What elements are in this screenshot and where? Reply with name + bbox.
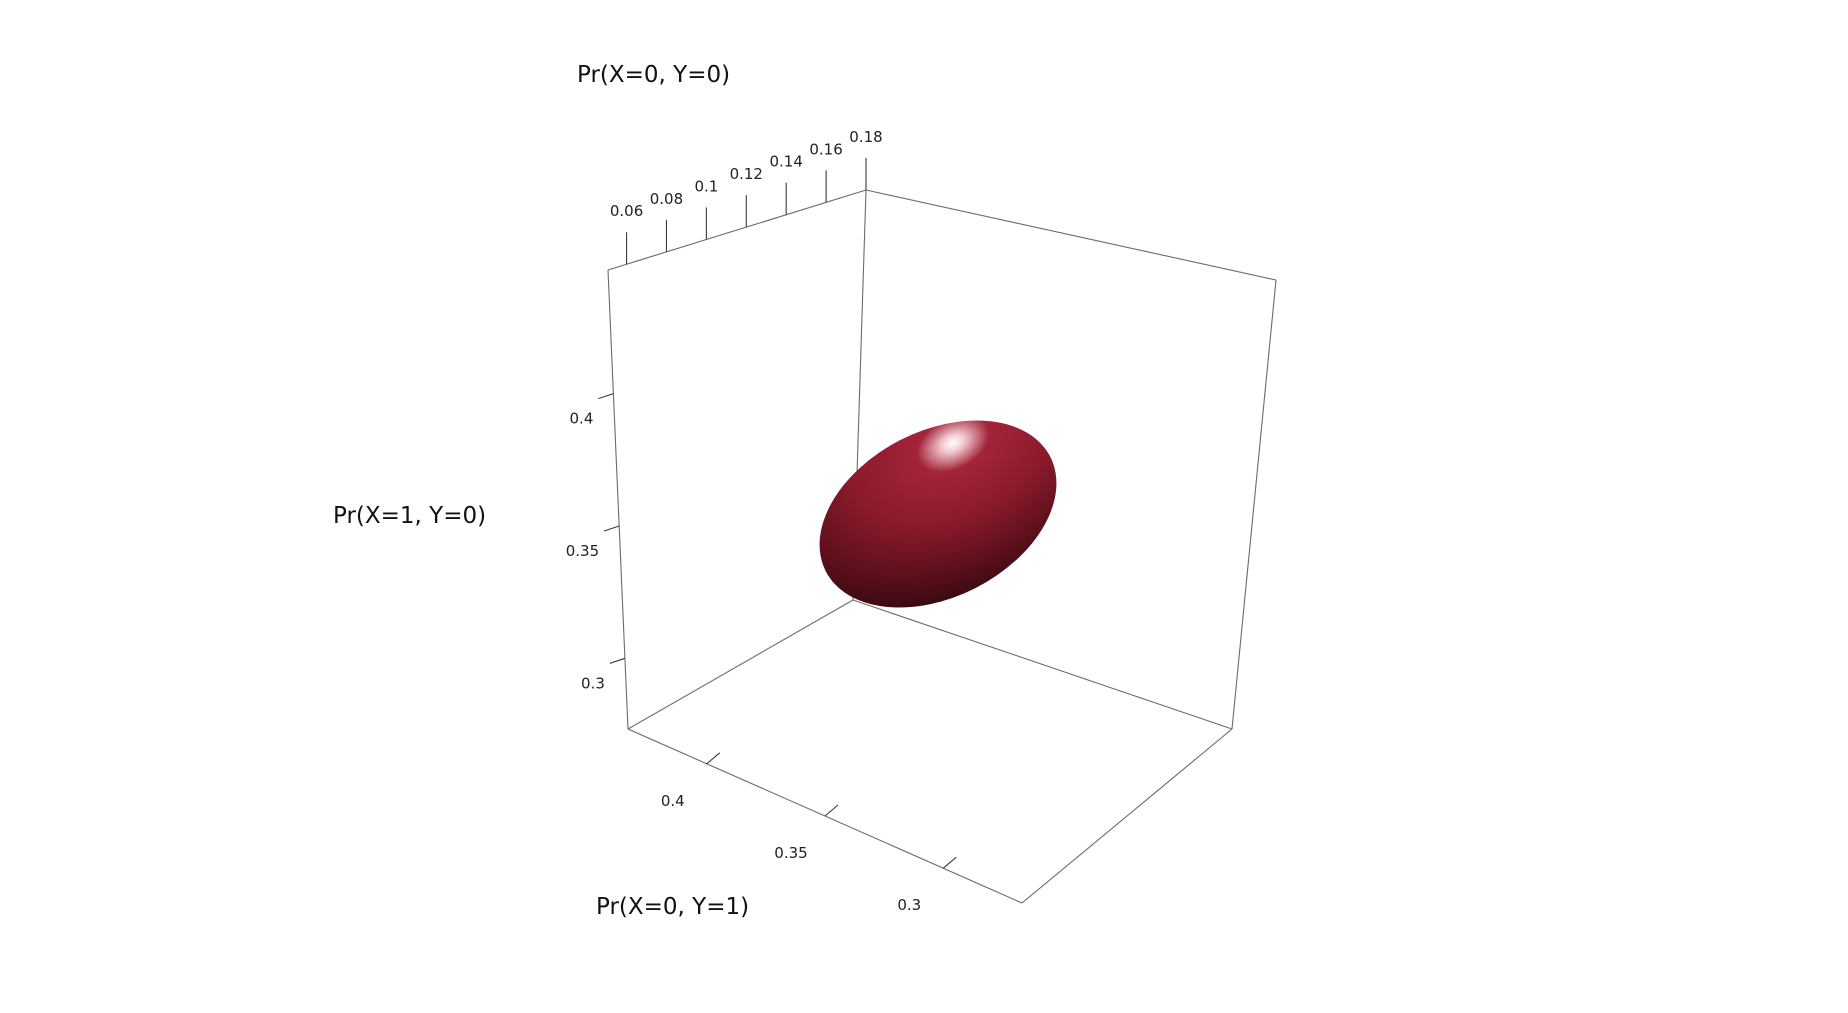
x-axis-tick	[942, 856, 957, 869]
box-edge-back-top-right	[865, 189, 1277, 281]
z-axis-tick-label: 0.16	[809, 140, 842, 158]
box-edge-left-vertical	[607, 269, 629, 730]
box-edge-back-bottom-left	[627, 599, 854, 730]
y-axis-ticks: 0.4 0.35 0.3	[566, 393, 626, 692]
x-axis-tick-label: 0.35	[774, 844, 807, 862]
y-axis-tick-label: 0.3	[581, 674, 605, 692]
x-axis-tick	[824, 804, 839, 817]
box-edge-right-vertical	[1231, 279, 1277, 730]
x-axis-tick-label: 0.3	[897, 896, 921, 914]
x-axis-ticks: 0.4 0.35 0.3	[661, 752, 957, 914]
y-axis-tick-label: 0.4	[570, 410, 594, 428]
z-axis-tick-label: 0.06	[610, 202, 643, 220]
y-axis-title: Pr(X=1, Y=0)	[333, 503, 486, 529]
z-axis-title: Pr(X=0, Y=0)	[577, 62, 730, 88]
z-axis-tick-label: 0.08	[650, 190, 683, 208]
bounding-box	[607, 189, 1277, 904]
z-axis-tick-label: 0.14	[769, 153, 802, 171]
z-axis-tick-label: 0.1	[694, 177, 718, 195]
y-axis-tick	[609, 657, 626, 664]
z-axis-ticks: 0.06 0.08 0.1 0.12 0.14 0.16 0.18	[610, 128, 883, 265]
box-edge-back-top	[607, 189, 867, 271]
y-axis-tick	[598, 393, 614, 400]
z-axis-tick-label: 0.18	[849, 128, 882, 146]
x-axis-title: Pr(X=0, Y=1)	[596, 894, 749, 920]
box-edge-front-right	[1021, 728, 1233, 904]
ellipsoid-body	[819, 420, 1057, 608]
box-edge-back-bottom-right	[852, 599, 1233, 730]
z-axis-tick-label: 0.12	[730, 165, 763, 183]
y-axis-tick-label: 0.35	[566, 542, 599, 560]
y-axis-tick	[603, 525, 620, 532]
x-axis-tick-label: 0.4	[661, 792, 685, 810]
x-axis-tick	[706, 752, 721, 765]
ellipsoid	[819, 420, 1057, 608]
